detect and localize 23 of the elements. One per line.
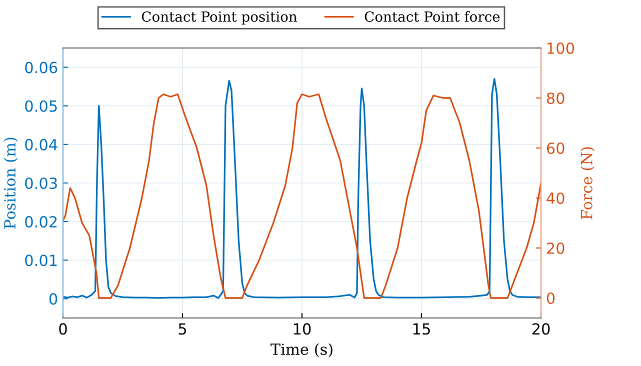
x-tick-label: 10 [294, 323, 311, 335]
y2-tick-label: 40 [546, 192, 564, 204]
y-tick-label: 0.06 [25, 62, 58, 74]
y-axis-title: Position (m) [4, 138, 18, 229]
x-tick-label: 15 [413, 323, 430, 335]
y2-tick-label: 80 [546, 92, 564, 104]
y2-axis-title: Force (N) [580, 147, 595, 220]
x-axis-title: Time (s) [270, 343, 332, 358]
y-tick-label: 0.01 [25, 254, 57, 266]
y-tick-label: 0.03 [25, 177, 57, 190]
y-tick-label: 0 [49, 293, 58, 305]
x-tick-label: 5 [178, 323, 186, 335]
legend-label: Contact Point force [364, 11, 500, 22]
x-tick-label: 0 [59, 323, 67, 335]
x-tick-label: 20 [532, 323, 550, 335]
y-tick-label: 0.05 [25, 100, 57, 112]
y2-tick-label: 20 [546, 242, 564, 254]
y-tick-label: 0.04 [25, 138, 58, 150]
y-tick-label: 0.02 [25, 216, 57, 228]
y2-tick-label: 100 [548, 42, 574, 54]
legend-label: Contact Point position [142, 11, 297, 25]
y2-tick-label: 60 [546, 142, 564, 154]
y2-tick-label: 0 [546, 292, 555, 304]
